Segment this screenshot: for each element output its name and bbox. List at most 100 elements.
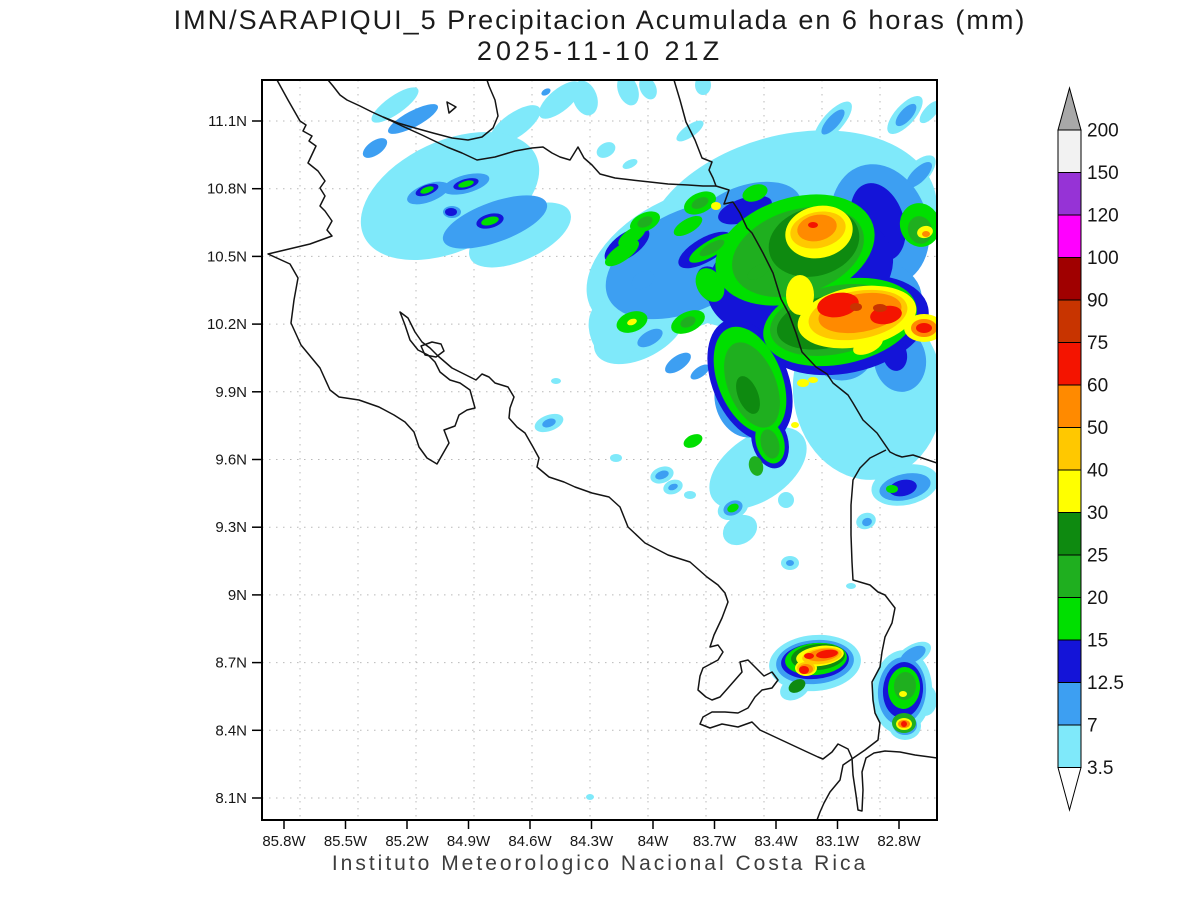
legend-segment — [1057, 469, 1082, 513]
legend-level-label: 75 — [1087, 333, 1108, 354]
lon-tick-label: 83.4W — [754, 833, 798, 850]
map-grid — [262, 80, 937, 820]
precip-cell — [586, 794, 594, 800]
colorbar-legend: 3.5 7 12.5 15 20 25 30 40 50 60 75 90 100 120 150 200 — [1057, 86, 1124, 812]
precip-cell — [889, 479, 917, 497]
precip-cell — [788, 679, 806, 693]
lon-tick-label: 84.3W — [570, 833, 614, 850]
legend-level-label: 12.5 — [1087, 673, 1124, 694]
chart-subtitle: 2025-11-10 21Z — [476, 36, 724, 66]
precip-cell — [850, 303, 862, 311]
axes: 11.1N 10.8N 10.5N 10.2N 9.9N 9.6N 9.3N 9N 8.7N 8.… — [207, 113, 922, 850]
legend-level-label: 20 — [1087, 588, 1108, 609]
lake-nicaragua-shore — [327, 80, 499, 141]
lat-tick-label: 8.7N — [215, 655, 247, 672]
legend-segment — [1057, 724, 1082, 768]
precip-cell — [862, 517, 872, 527]
precip-cell — [808, 377, 818, 383]
map-frame — [261, 79, 938, 821]
precip-cell — [596, 142, 616, 158]
legend-segment — [1057, 639, 1082, 683]
legend-over-arrow — [1057, 86, 1082, 131]
precip-cell — [541, 88, 551, 96]
precip-cell — [362, 138, 388, 158]
precip-cell — [906, 162, 932, 188]
lat-tick-label: 10.5N — [207, 248, 247, 265]
legend-segment — [1057, 554, 1082, 598]
precip-cell — [542, 418, 556, 428]
legend-segment — [1057, 427, 1082, 471]
precip-cell — [916, 323, 932, 333]
precip-cell — [804, 653, 814, 659]
lon-tick-label: 84.6W — [508, 833, 552, 850]
legend-segment — [1057, 597, 1082, 641]
precip-cell — [631, 270, 655, 290]
precip-cell — [610, 454, 622, 462]
legend-level-label: 150 — [1087, 163, 1119, 184]
chart-title: IMN/SARAPIQUI_5 Precipitacion Acumulada … — [173, 5, 1027, 35]
legend-segment — [1057, 129, 1082, 173]
lon-tick-label: 85.2W — [385, 833, 429, 850]
precip-cell — [538, 81, 582, 119]
precip-cell — [808, 222, 818, 228]
precip-cell — [691, 197, 709, 209]
lat-tick-label: 11.1N — [208, 113, 247, 130]
legend-level-label: 15 — [1087, 631, 1108, 652]
legend-level-label: 90 — [1087, 291, 1108, 312]
precip-cell — [799, 666, 809, 674]
isla-chira — [420, 341, 445, 358]
legend-level-label: 25 — [1087, 546, 1108, 567]
precip-cell — [900, 645, 926, 665]
caribbean-coast — [673, 80, 937, 464]
precip-cell — [699, 239, 725, 257]
precip-cell — [895, 103, 917, 127]
precip-cell — [722, 514, 758, 546]
precip-cell — [680, 316, 696, 328]
precip-cell — [817, 292, 859, 318]
precip-cell — [481, 216, 499, 226]
precip-cell — [684, 491, 696, 499]
precip-cell — [695, 80, 711, 95]
precip-cell — [387, 104, 439, 134]
lat-tick-label: 9.3N — [215, 519, 247, 536]
footer-credit: Instituto Meteorologico Nacional Costa R… — [331, 852, 869, 875]
precip-cell — [853, 335, 883, 355]
lon-tick-label: 84W — [638, 833, 670, 850]
precip-cell — [420, 186, 434, 194]
legend-level-label: 60 — [1087, 376, 1108, 397]
precip-cell — [695, 268, 725, 302]
precip-cell — [637, 216, 653, 228]
island-triangle — [446, 101, 457, 114]
legend-segment — [1057, 299, 1082, 343]
precip-cell — [673, 215, 703, 237]
precip-cell — [778, 492, 794, 508]
precip-cell — [371, 87, 419, 123]
lon-tick-label: 84.9W — [447, 833, 491, 850]
precip-cell — [797, 379, 809, 387]
legend-level-label: 200 — [1087, 121, 1119, 142]
legend-segment — [1057, 257, 1082, 301]
lon-tick-label: 85.5W — [324, 833, 368, 850]
precip-cell — [786, 560, 794, 566]
precip-cell — [551, 378, 561, 384]
border-nicaragua — [382, 116, 716, 187]
precip-cell — [747, 264, 769, 280]
legend-level-label: 3.5 — [1087, 758, 1113, 779]
lon-tick-label: 83.1W — [816, 833, 860, 850]
legend-level-label: 7 — [1087, 716, 1098, 737]
precip-cell — [639, 80, 657, 100]
precip-cell — [899, 691, 907, 697]
precip-cell — [791, 422, 799, 428]
lat-tick-label: 8.4N — [215, 722, 247, 739]
precip-cell — [458, 180, 474, 188]
precip-field — [360, 80, 937, 800]
coastline — [267, 80, 937, 820]
precip-cell — [572, 80, 598, 116]
precip-cell — [742, 184, 768, 202]
precip-cell — [469, 202, 571, 268]
precip-cell — [786, 275, 814, 315]
precip-cell — [821, 109, 845, 135]
precip-cell — [637, 328, 663, 348]
precip-cell — [711, 202, 721, 210]
